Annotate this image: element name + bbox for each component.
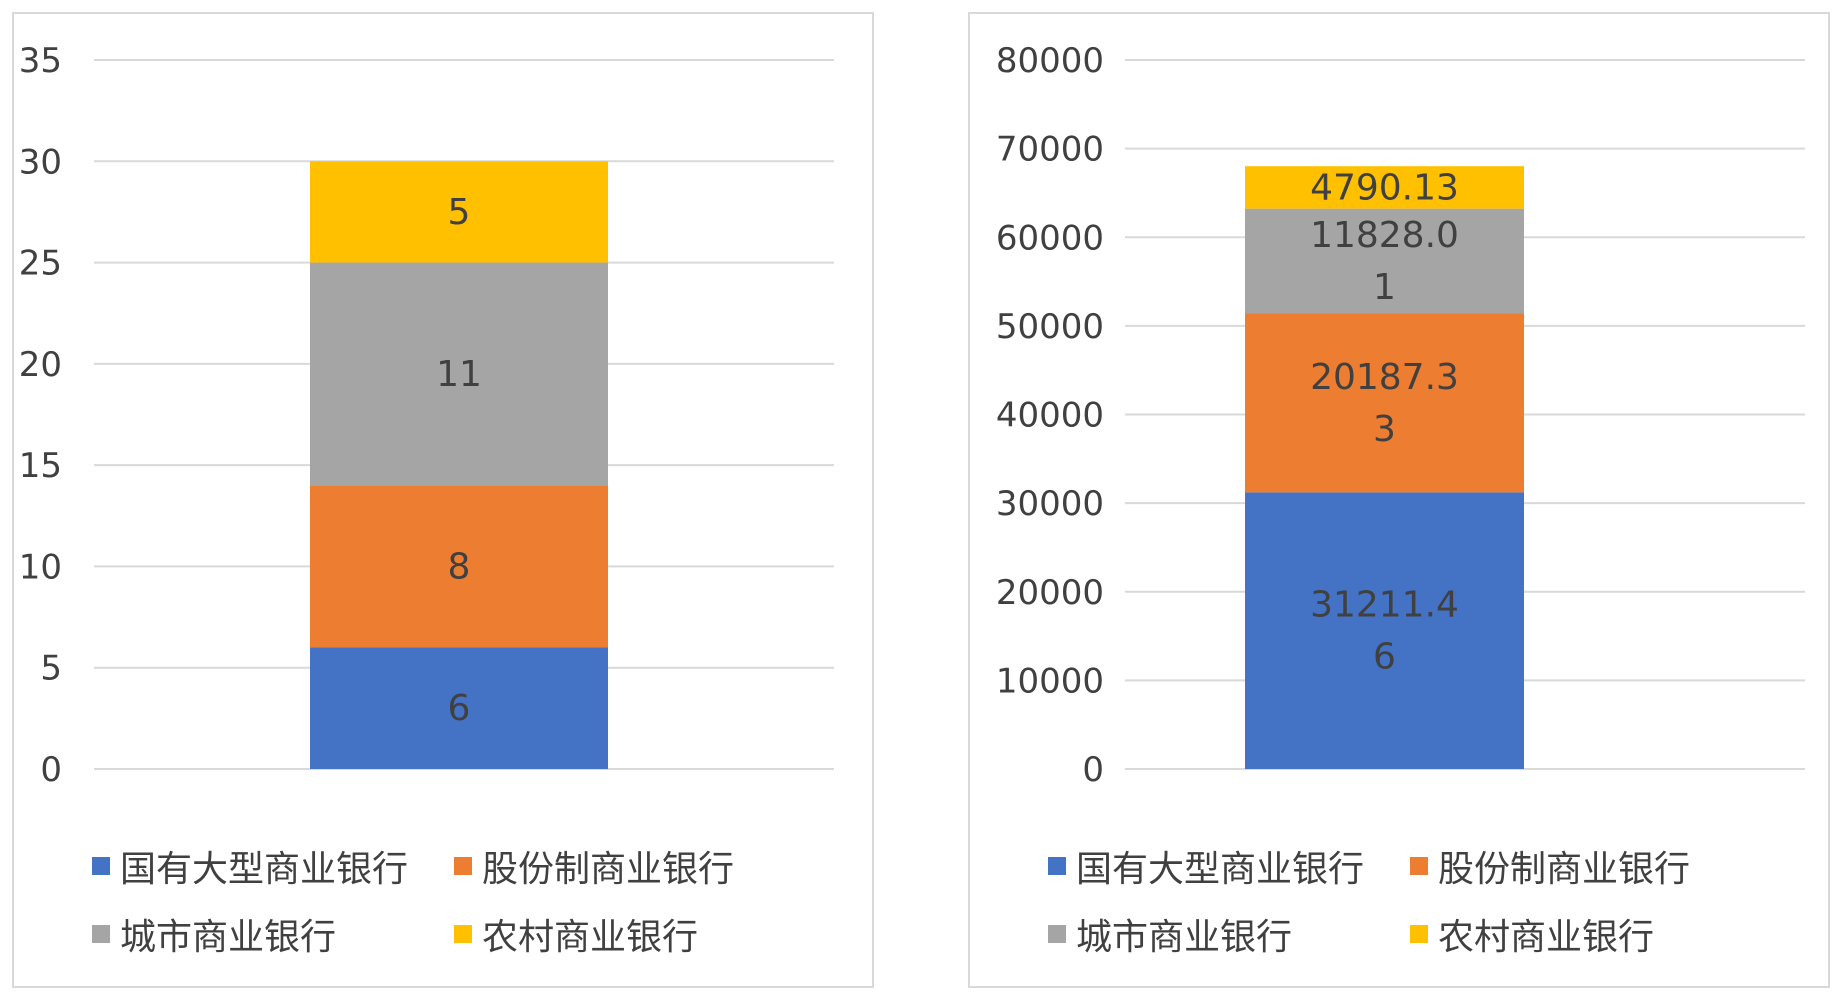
legend-item: 农村商业银行	[1410, 908, 1654, 960]
legend-label: 城市商业银行	[120, 917, 337, 958]
legend-item: 国有大型商业银行	[1048, 840, 1364, 892]
legend-item: 农村商业银行	[454, 908, 698, 960]
legend-label: 农村商业银行	[482, 917, 699, 958]
y-tick-label: 5	[40, 649, 62, 689]
legend-item: 城市商业银行	[92, 908, 336, 960]
data-label: 6	[448, 688, 471, 729]
legend-label: 股份制商业银行	[482, 849, 735, 890]
data-label: 20187.3	[1310, 357, 1459, 398]
chart-right-svg: 0 10000 20000 30000 40000 50000 60000 70000 8000…	[996, 41, 1805, 790]
bar-segment-2	[310, 485, 608, 648]
legend-swatch	[454, 925, 472, 943]
bar-segment-1	[310, 647, 608, 769]
y-tick-label: 60000	[996, 218, 1104, 258]
y-tick-label: 80000	[996, 41, 1104, 81]
legend-swatch	[92, 925, 110, 943]
data-label: 11	[436, 354, 482, 395]
data-label: 11828.0	[1310, 215, 1459, 256]
legend-item: 股份制商业银行	[454, 840, 734, 892]
y-tick-label: 15	[19, 446, 62, 486]
y-tick-label: 30000	[996, 484, 1104, 524]
legend-label: 国有大型商业银行	[120, 849, 409, 890]
y-tick-label: 0	[1082, 750, 1104, 790]
bar-segment-2	[1245, 313, 1524, 493]
y-tick-label: 20000	[996, 573, 1104, 613]
bar-segment-4	[310, 161, 608, 263]
y-tick-label: 40000	[996, 396, 1104, 436]
legend-label: 农村商业银行	[1438, 917, 1655, 958]
legend-swatch	[1048, 857, 1066, 875]
y-tick-label: 35	[19, 41, 62, 81]
legend-swatch	[1048, 925, 1066, 943]
legend-item: 城市商业银行	[1048, 908, 1292, 960]
y-tick-label: 0	[40, 750, 62, 790]
y-tick-label: 70000	[996, 130, 1104, 170]
legend-swatch	[92, 857, 110, 875]
y-tick-label: 10000	[996, 661, 1104, 701]
legend-label: 国有大型商业银行	[1076, 849, 1365, 890]
data-label: 3	[1373, 409, 1396, 450]
y-tick-label: 25	[19, 244, 62, 284]
bar-segment-3	[1245, 208, 1524, 314]
bar-segment-3	[310, 262, 608, 486]
data-label: 4790.13	[1310, 167, 1459, 208]
data-label: 6	[1373, 637, 1396, 678]
data-label: 1	[1373, 267, 1396, 308]
legend-swatch	[1410, 925, 1428, 943]
y-tick-label: 30	[19, 142, 62, 182]
legend-label: 股份制商业银行	[1438, 849, 1691, 890]
chart-panel-left: 0 5 10 15 20 25 30 35 6 8 11 5 国有大型商业银行 股份制商业银行城市商业银…	[12, 12, 874, 988]
legend-swatch	[454, 857, 472, 875]
legend-swatch	[1410, 857, 1428, 875]
y-tick-label: 50000	[996, 307, 1104, 347]
data-label: 31211.4	[1310, 585, 1459, 626]
chart-left-svg: 0 5 10 15 20 25 30 35 6 8 11 5	[19, 41, 834, 790]
legend-item: 国有大型商业银行	[92, 840, 408, 892]
y-tick-label: 20	[19, 345, 62, 385]
legend-item: 股份制商业银行	[1410, 840, 1690, 892]
bar-segment-1	[1245, 492, 1524, 769]
data-label: 8	[448, 546, 471, 587]
legend-label: 城市商业银行	[1076, 917, 1293, 958]
data-label: 5	[448, 192, 471, 233]
bar-segment-4	[1245, 166, 1524, 209]
chart-panel-right: 0 10000 20000 30000 40000 50000 60000 70000 8000…	[968, 12, 1830, 988]
y-tick-label: 10	[19, 547, 62, 587]
